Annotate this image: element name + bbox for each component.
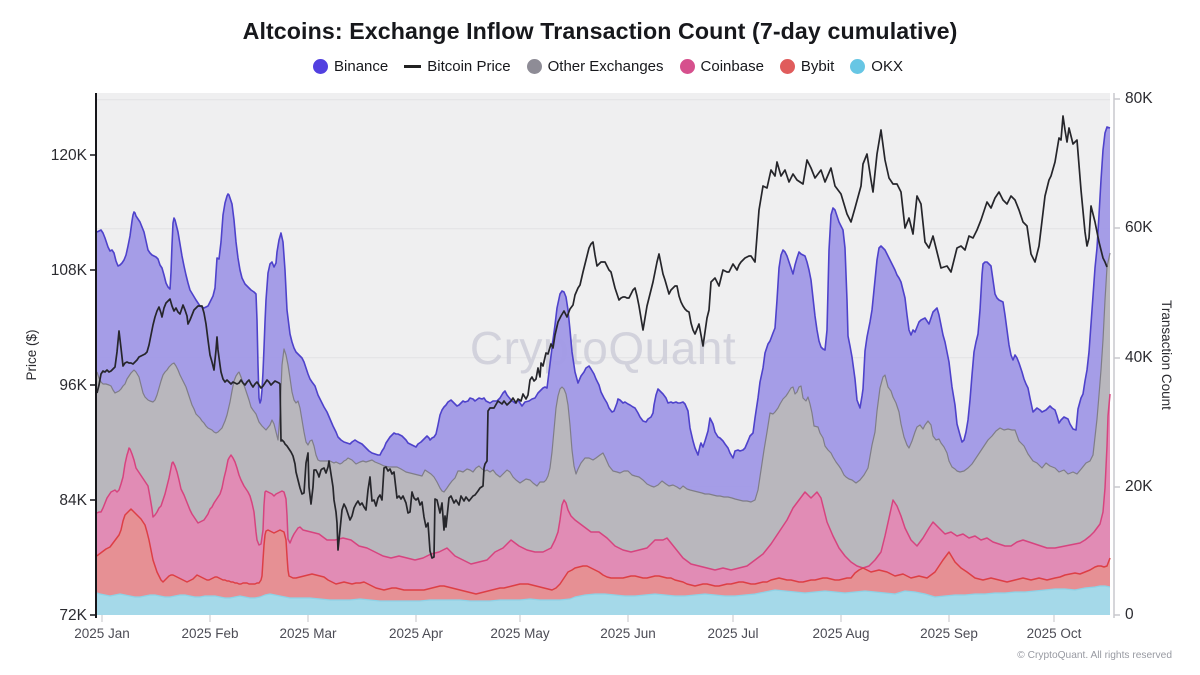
svg-text:72K: 72K <box>59 607 87 624</box>
svg-text:Transaction Count: Transaction Count <box>1159 300 1174 410</box>
svg-text:2025 Jun: 2025 Jun <box>600 626 656 641</box>
svg-text:80K: 80K <box>1125 90 1153 107</box>
svg-text:96K: 96K <box>59 377 87 394</box>
svg-text:60K: 60K <box>1125 219 1153 236</box>
svg-text:120K: 120K <box>51 147 88 164</box>
svg-text:Price ($): Price ($) <box>24 329 39 380</box>
svg-text:40K: 40K <box>1125 349 1153 366</box>
svg-text:108K: 108K <box>51 262 88 279</box>
svg-text:2025 Apr: 2025 Apr <box>389 626 444 641</box>
svg-text:2025 Jul: 2025 Jul <box>707 626 758 641</box>
svg-text:© CryptoQuant. All rights rese: © CryptoQuant. All rights reserved <box>1017 650 1172 661</box>
svg-text:2025 Oct: 2025 Oct <box>1027 626 1082 641</box>
svg-text:0: 0 <box>1125 606 1134 623</box>
svg-text:2025 May: 2025 May <box>490 626 550 641</box>
svg-text:20K: 20K <box>1125 478 1153 495</box>
svg-text:2025 Jan: 2025 Jan <box>74 626 130 641</box>
svg-text:84K: 84K <box>59 492 87 509</box>
svg-text:2025 Sep: 2025 Sep <box>920 626 978 641</box>
svg-text:CryptoQuant: CryptoQuant <box>470 322 736 374</box>
svg-text:2025 Feb: 2025 Feb <box>181 626 238 641</box>
svg-text:2025 Aug: 2025 Aug <box>812 626 869 641</box>
svg-text:2025 Mar: 2025 Mar <box>279 626 337 641</box>
